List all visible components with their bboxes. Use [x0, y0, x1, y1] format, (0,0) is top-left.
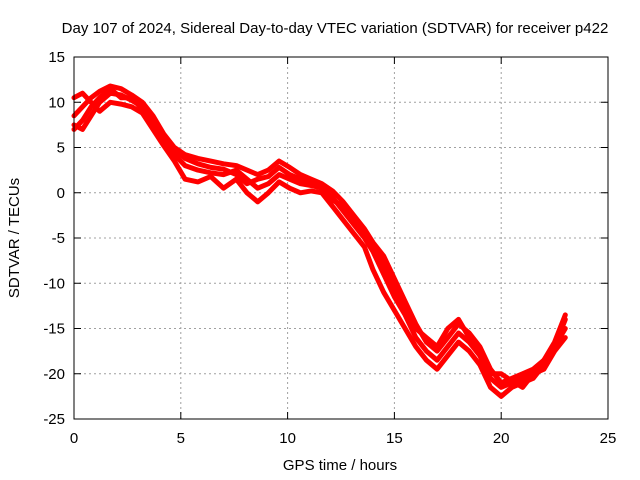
y-axis-title: SDTVAR / TECUs: [6, 178, 23, 298]
x-tick-label: 20: [493, 430, 510, 447]
y-tick-label: 0: [57, 185, 65, 202]
y-tick-label: -10: [43, 275, 65, 292]
y-tick-label: -15: [43, 321, 65, 338]
y-tick-label: -5: [52, 230, 65, 247]
y-tick-label: -25: [43, 411, 65, 428]
x-axis-ticks: 0 5 10 15 20 25: [70, 57, 617, 447]
y-tick-label: 10: [48, 94, 65, 111]
y-tick-label: -20: [43, 366, 65, 383]
x-tick-label: 15: [386, 430, 403, 447]
chart-title: Day 107 of 2024, Sidereal Day-to-day VTE…: [62, 20, 609, 37]
y-tick-label: 15: [48, 49, 65, 66]
gridlines: [74, 57, 608, 419]
data-series: [71, 83, 568, 399]
series-line-2: [71, 90, 568, 390]
x-tick-label: 0: [70, 430, 78, 447]
x-tick-label: 10: [279, 430, 296, 447]
y-axis-ticks: -25 -20 -15 -10 -5 0 5 10 15: [43, 49, 608, 428]
series-line-4: [71, 86, 568, 390]
x-tick-label: 25: [600, 430, 617, 447]
y-tick-label: 5: [57, 140, 65, 157]
series-line-3: [71, 90, 568, 399]
x-tick-label: 5: [177, 430, 185, 447]
x-axis-title: GPS time / hours: [283, 457, 397, 474]
series-line-1: [71, 83, 568, 386]
